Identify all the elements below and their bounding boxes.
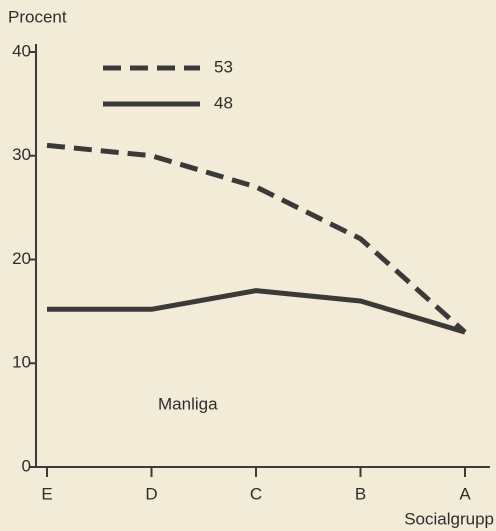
x-tick-label: C <box>250 484 262 503</box>
legend-label: 48 <box>214 93 233 112</box>
y-axis-label: Procent <box>8 7 67 26</box>
x-tick-label: E <box>41 484 52 503</box>
line-series <box>47 288 466 335</box>
legend-label: 53 <box>214 57 233 76</box>
y-tick-label: 30 <box>12 145 31 164</box>
x-axis-label: Socialgrupp <box>404 509 494 528</box>
annotation: Manliga <box>158 394 218 413</box>
x-tick-label: B <box>355 484 366 503</box>
y-tick-label: 20 <box>12 249 31 268</box>
y-tick-label: 10 <box>12 353 31 372</box>
x-tick-label: A <box>459 484 471 503</box>
x-tick-label: D <box>145 484 157 503</box>
line-series <box>46 142 467 334</box>
y-tick-label: 40 <box>12 41 31 60</box>
y-tick-label: 0 <box>22 456 31 475</box>
